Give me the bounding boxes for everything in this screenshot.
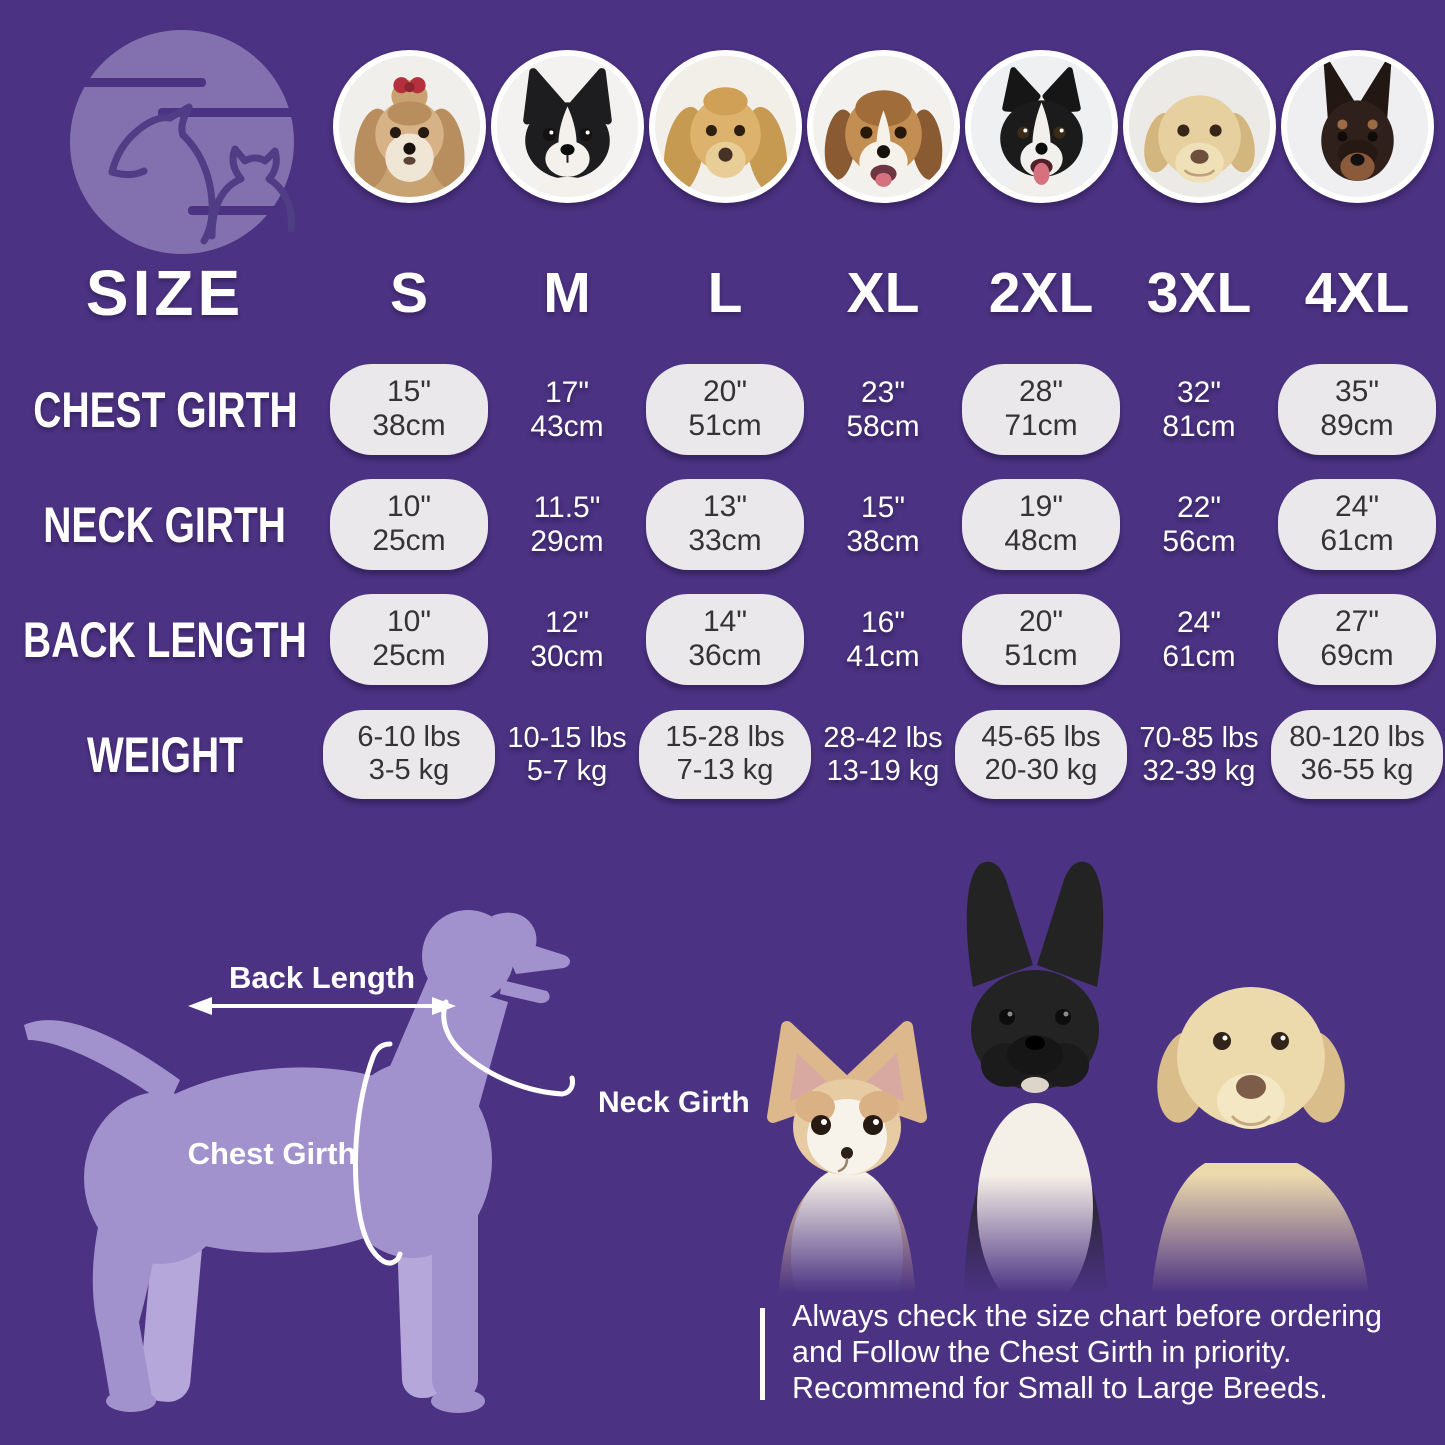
note-accent-bar	[760, 1308, 765, 1400]
value-pill: 10" 25cm	[330, 593, 488, 686]
back-length-label: Back Length	[229, 960, 415, 995]
value-pill: 80-120 lbs 36-55 kg	[1271, 709, 1443, 800]
value-pill: 19" 48cm	[962, 478, 1120, 571]
note-line-1: Always check the size chart before order…	[792, 1299, 1382, 1333]
breed-photo-row	[0, 46, 1436, 206]
neck-girth-line	[441, 999, 575, 1097]
value-pill: 13" 33cm	[646, 478, 804, 571]
size-header-row: SIZE S M L XL 2XL 3XL 4XL	[0, 244, 1436, 342]
row-neck-girth: NECK GIRTH 10" 25cm 11.5" 29cm 13" 33cm 15"…	[0, 467, 1436, 582]
breed-photo-beagle	[806, 49, 960, 203]
value-pill: 14" 36cm	[646, 593, 804, 686]
value-pill: 10" 25cm	[330, 478, 488, 571]
value-pill: 28" 71cm	[962, 363, 1120, 456]
note-line-2: and Follow the Chest Girth in priority.	[792, 1335, 1292, 1370]
photo-fade-overlay	[735, 1175, 1445, 1315]
dog-and-cat-logo-icon	[70, 30, 302, 254]
value-plain: 24" 61cm	[1162, 605, 1236, 673]
breed-photo-doberman	[1280, 49, 1434, 203]
value-pill: 20" 51cm	[646, 363, 804, 456]
breed-photo-cocker-spaniel	[648, 49, 802, 203]
neck-girth-label: Neck Girth	[598, 1086, 750, 1119]
row-weight: WEIGHT 6-10 lbs 3-5 kg 10-15 lbs 5-7 kg 15…	[0, 697, 1443, 812]
value-plain: 10-15 lbs 5-7 kg	[507, 721, 627, 787]
breed-photo-border-collie	[964, 49, 1118, 203]
value-pill: 15-28 lbs 7-13 kg	[639, 709, 811, 800]
value-plain: 17" 43cm	[530, 375, 604, 443]
doberman-icon	[1286, 55, 1428, 197]
value-pill: 15" 38cm	[330, 363, 488, 456]
three-dogs-photo	[735, 861, 1445, 1315]
chest-girth-label: Chest Girth	[188, 1136, 357, 1171]
size-col-m: M	[543, 261, 591, 325]
value-plain: 23" 58cm	[846, 375, 920, 443]
note-line-3: Recommend for Small to Large Breeds.	[792, 1371, 1328, 1406]
breed-photo-labrador	[1122, 49, 1276, 203]
value-plain: 22" 56cm	[1162, 490, 1236, 558]
sizing-note: Always check the size chart before order…	[758, 1298, 1438, 1406]
row-label-neck-girth: NECK GIRTH	[43, 496, 287, 553]
row-label-weight: WEIGHT	[86, 726, 243, 783]
value-plain: 16" 41cm	[846, 605, 920, 673]
value-pill: 24" 61cm	[1278, 478, 1436, 571]
value-plain: 32" 81cm	[1162, 375, 1236, 443]
value-plain: 15" 38cm	[846, 490, 920, 558]
breed-photo-shih-tzu	[332, 49, 486, 203]
value-plain: 70-85 lbs 32-39 kg	[1139, 721, 1259, 787]
breed-photo-boston-terrier	[490, 49, 644, 203]
value-plain: 11.5" 29cm	[530, 490, 604, 558]
size-col-xl: XL	[846, 261, 920, 325]
value-pill: 27" 69cm	[1278, 593, 1436, 686]
chest-girth-line	[352, 1041, 403, 1266]
border-collie-icon	[970, 55, 1112, 197]
size-col-l: L	[707, 261, 743, 325]
size-col-4xl: 4XL	[1304, 261, 1410, 325]
cocker-spaniel-icon	[654, 55, 796, 197]
boston-terrier-icon	[496, 55, 638, 197]
row-back-length: BACK LENGTH 10" 25cm 12" 30cm 14" 36cm 16" 4…	[0, 582, 1436, 697]
value-plain: 28-42 lbs 13-19 kg	[823, 721, 943, 787]
dog-measurement-diagram: Back Length Neck Girth Chest Girth	[24, 910, 750, 1413]
value-pill: 45-65 lbs 20-30 kg	[955, 709, 1127, 800]
value-pill: 35" 89cm	[1278, 363, 1436, 456]
size-title: SIZE	[85, 257, 245, 329]
labrador-icon	[1128, 55, 1270, 197]
row-chest-girth: CHEST GIRTH 15" 38cm 17" 43cm 20" 51cm 23" 5…	[0, 352, 1436, 467]
value-pill: 6-10 lbs 3-5 kg	[323, 709, 495, 800]
beagle-icon	[812, 55, 954, 197]
size-col-s: S	[389, 261, 429, 325]
value-pill: 20" 51cm	[962, 593, 1120, 686]
size-col-3xl: 3XL	[1146, 261, 1252, 325]
row-label-chest-girth: CHEST GIRTH	[32, 381, 298, 438]
shih-tzu-icon	[338, 55, 480, 197]
row-label-back-length: BACK LENGTH	[23, 611, 307, 668]
size-col-2xl: 2XL	[988, 261, 1094, 325]
value-plain: 12" 30cm	[530, 605, 604, 673]
